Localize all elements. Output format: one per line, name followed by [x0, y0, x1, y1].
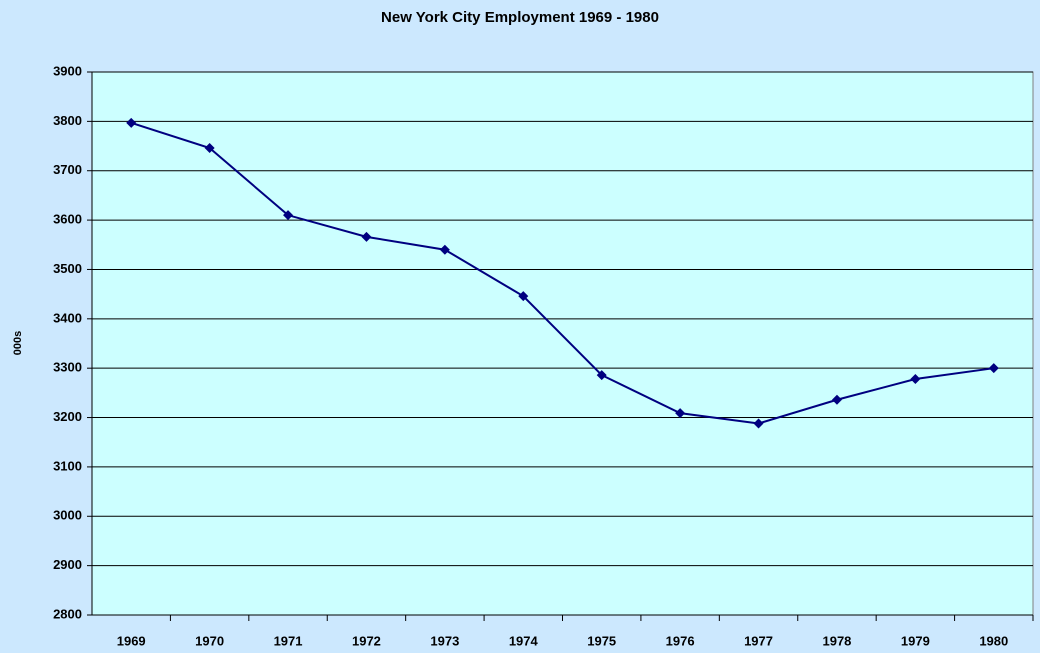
y-tick-label: 3600 [53, 212, 82, 227]
y-tick-label: 3000 [53, 508, 82, 523]
data-point [361, 231, 372, 242]
data-point [753, 418, 764, 429]
x-tick-label: 1976 [666, 633, 695, 648]
data-point [283, 210, 294, 221]
data-point [596, 370, 607, 381]
data-point [988, 363, 999, 374]
y-tick-label: 3700 [53, 162, 82, 177]
data-point [126, 117, 137, 128]
y-tick-label: 3400 [53, 310, 82, 325]
data-point [439, 244, 450, 255]
y-tick-label: 3300 [53, 360, 82, 375]
y-tick-label: 3900 [53, 63, 82, 78]
y-tick-label: 3100 [53, 458, 82, 473]
x-tick-label: 1974 [509, 633, 539, 648]
line-series [130, 121, 994, 425]
x-tick-label: 1975 [587, 633, 616, 648]
plot-area [91, 71, 1034, 616]
y-axis-label: 000s [12, 331, 24, 355]
x-tick-label: 1972 [352, 633, 381, 648]
x-tick-label: 1971 [274, 633, 303, 648]
x-tick-label: 1980 [979, 633, 1008, 648]
data-point [831, 394, 842, 405]
data-point [910, 374, 921, 385]
x-tick-label: 1973 [430, 633, 459, 648]
y-tick-label: 3800 [53, 113, 82, 128]
data-point [675, 408, 686, 419]
y-tick-label: 2900 [53, 557, 82, 572]
y-tick-label: 3200 [53, 409, 82, 424]
chart-title: New York City Employment 1969 - 1980 [381, 9, 659, 26]
x-tick-label: 1969 [117, 633, 146, 648]
y-tick-label: 2800 [53, 606, 82, 621]
data-point [204, 143, 215, 154]
x-tick-label: 1979 [901, 633, 930, 648]
y-tick-label: 3500 [53, 261, 82, 276]
data-point [518, 291, 529, 302]
x-tick-label: 1977 [744, 633, 773, 648]
x-tick-label: 1970 [195, 633, 224, 648]
x-tick-label: 1978 [822, 633, 851, 648]
